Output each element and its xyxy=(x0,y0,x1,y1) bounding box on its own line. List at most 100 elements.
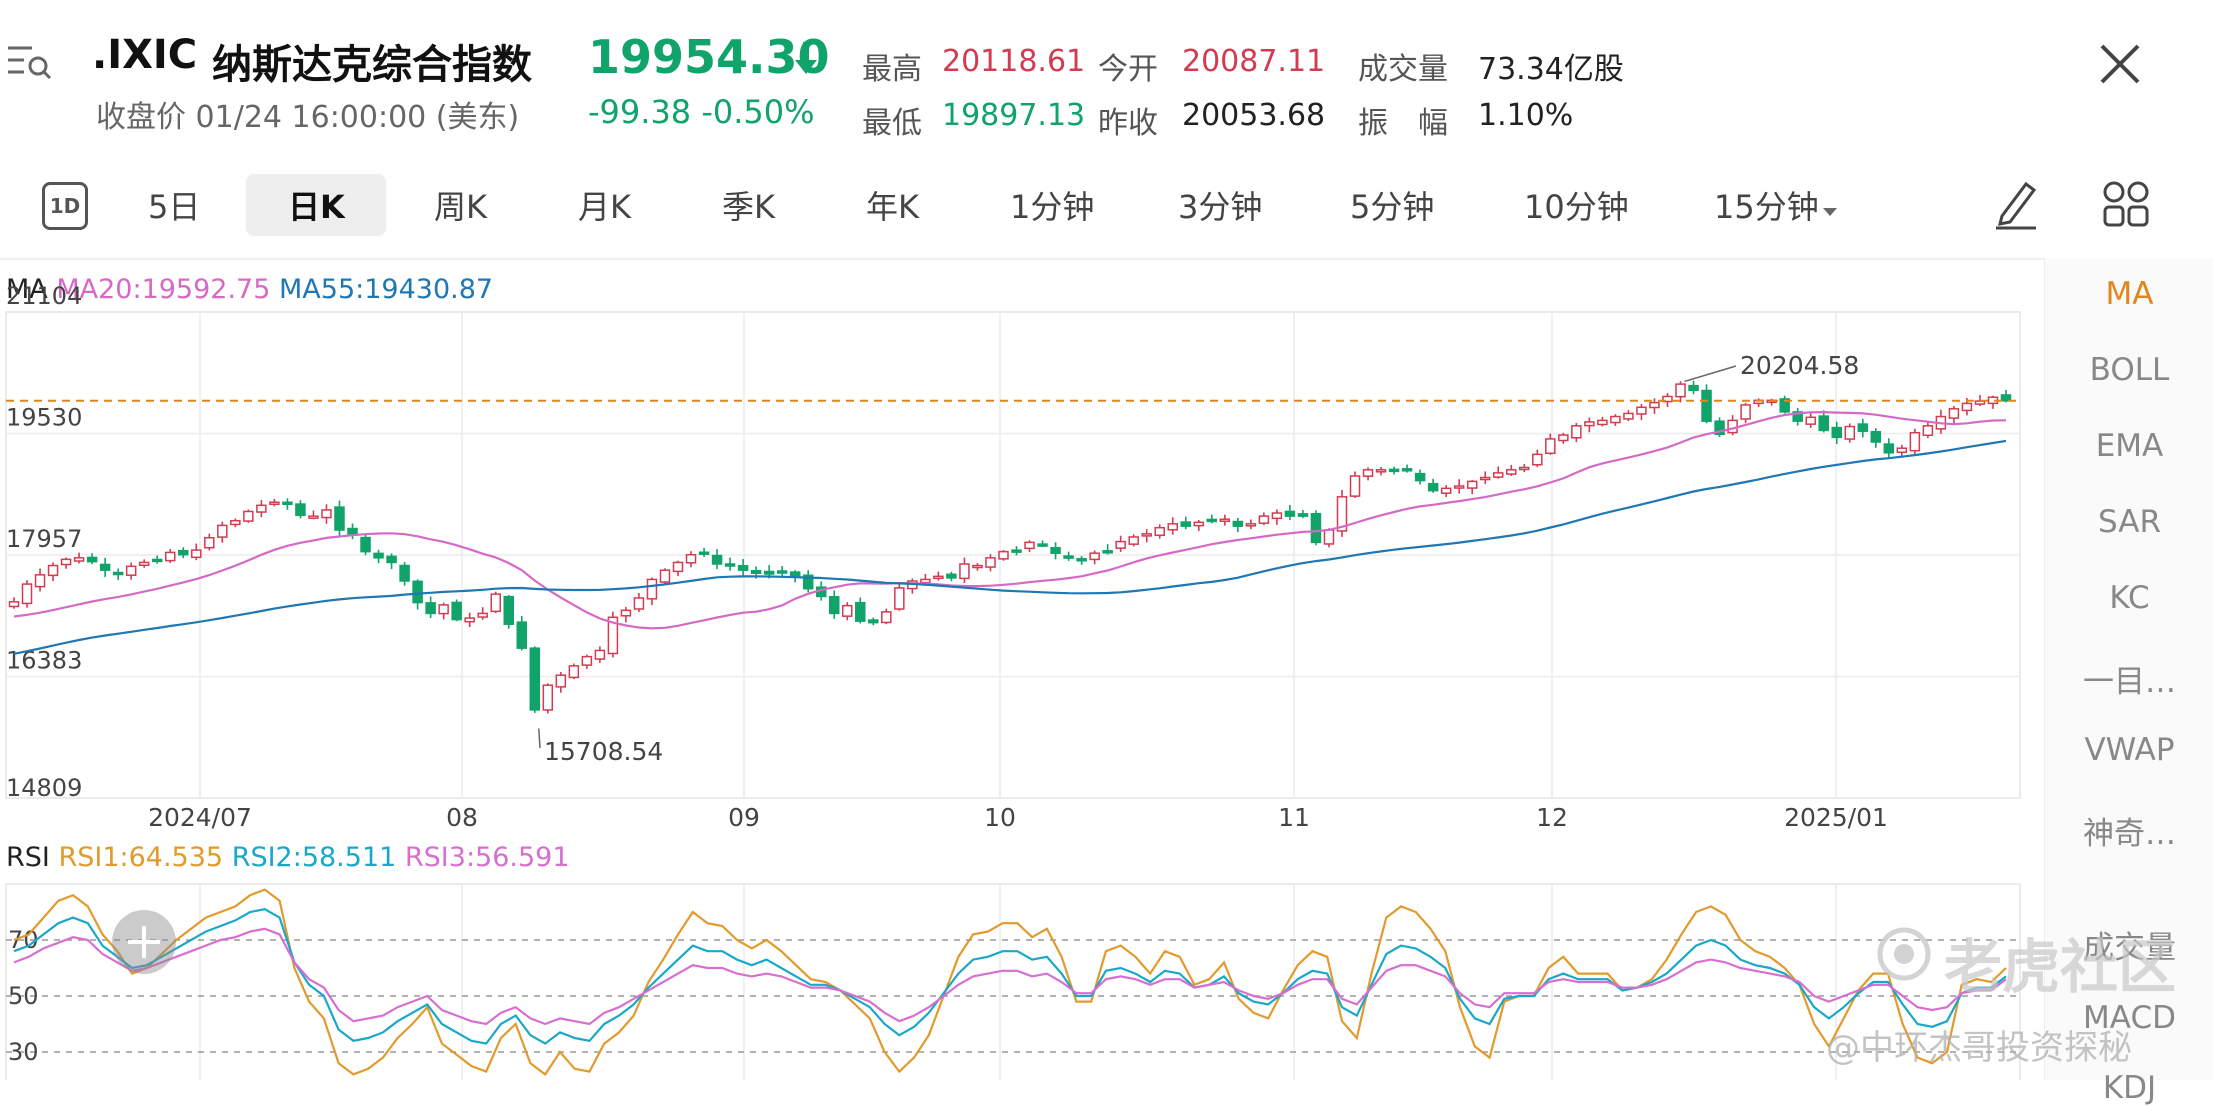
tab-quarterly-k[interactable]: 季K xyxy=(722,188,775,226)
close-icon[interactable] xyxy=(2096,40,2144,88)
candle-up xyxy=(1506,469,1517,475)
candle-up xyxy=(1323,529,1335,545)
indicator-volume[interactable]: 成交量 xyxy=(2083,930,2176,966)
candle-down xyxy=(1779,398,1790,413)
last-price: 19954.30 xyxy=(588,30,830,84)
tab-15min[interactable]: 15分钟 xyxy=(1714,188,1819,226)
tab-10min[interactable]: 10分钟 xyxy=(1524,188,1629,226)
chevron-down-icon[interactable] xyxy=(1822,202,1838,216)
candle-up xyxy=(1610,415,1621,424)
max-annotation-label: 20204.58 xyxy=(1740,351,1859,380)
candle-down xyxy=(1427,482,1439,492)
candle-down xyxy=(1180,521,1192,527)
tab-1min[interactable]: 1分钟 xyxy=(1010,188,1095,226)
candle-down xyxy=(1818,415,1829,432)
candle-down xyxy=(1401,468,1413,472)
tab-5day[interactable]: 5日 xyxy=(148,188,201,226)
low-label: 最低 xyxy=(862,106,922,141)
candle-down xyxy=(698,551,710,555)
candle-up xyxy=(542,684,554,711)
candle-up xyxy=(1193,521,1205,527)
date-tick-label: 09 xyxy=(728,803,760,832)
tab-daily-k[interactable]: 日K xyxy=(288,188,345,226)
tab-yearly-k[interactable]: 年K xyxy=(866,188,919,226)
indicator-ma[interactable]: MA xyxy=(2105,276,2154,312)
candle-up xyxy=(1167,523,1178,531)
candle-up xyxy=(1922,425,1934,437)
rsi-tick-label: 30 xyxy=(8,1038,39,1066)
tab-5min[interactable]: 5分钟 xyxy=(1350,188,1435,226)
candle-down xyxy=(789,571,801,577)
candle-down xyxy=(347,527,358,536)
indicator-vwap[interactable]: VWAP xyxy=(2084,732,2175,768)
min-annotation-leader xyxy=(538,728,541,749)
candle-up xyxy=(1479,476,1491,481)
watermark-brand: 老虎社区 xyxy=(1944,933,2177,1001)
candle-up xyxy=(1440,487,1452,494)
candle-down xyxy=(282,501,293,506)
add-button[interactable] xyxy=(112,910,176,974)
pen-icon[interactable] xyxy=(1992,176,2040,230)
candle-up xyxy=(1909,431,1921,452)
candle-up xyxy=(204,536,215,549)
date-tick-label: 2024/07 xyxy=(148,803,252,832)
candles-group xyxy=(8,380,2012,714)
indicator-magic[interactable]: 神奇… xyxy=(2083,816,2176,852)
candle-up xyxy=(1844,425,1856,440)
rsi-tick-label: 50 xyxy=(8,982,39,1010)
candle-down xyxy=(1688,384,1699,392)
candle-down xyxy=(1284,510,1296,517)
price-chart[interactable]: 21104 19530 17957 16383 14809 2024/07 08 09 10 11… xyxy=(0,0,2040,1080)
candle-down xyxy=(373,552,384,559)
candle-down xyxy=(711,554,723,565)
indicator-boll[interactable]: BOLL xyxy=(2089,352,2170,388)
candle-down xyxy=(151,558,163,563)
indicator-ichimoku[interactable]: 一目… xyxy=(2083,664,2176,700)
high-label: 最高 xyxy=(862,52,922,87)
candle-down xyxy=(425,602,436,615)
candle-up xyxy=(1141,533,1152,537)
candle-down xyxy=(1701,389,1712,422)
indicator-sar[interactable]: SAR xyxy=(2098,504,2161,540)
candle-up xyxy=(1245,523,1257,527)
tab-monthly-k[interactable]: 月K xyxy=(578,188,631,226)
price-change: -99.38 -0.50% xyxy=(588,93,815,131)
indicator-panel: MA BOLL EMA SAR KC 一目… VWAP 神奇… 成交量 MACD… xyxy=(2044,258,2213,1106)
date-tick-label: 12 xyxy=(1536,803,1568,832)
volume-value: 73.34亿股 xyxy=(1478,52,1624,87)
tab-3min[interactable]: 3分钟 xyxy=(1178,188,1263,226)
candle-up xyxy=(1545,438,1556,454)
indicator-macd[interactable]: MACD xyxy=(2083,1000,2176,1036)
candle-up xyxy=(581,655,593,666)
candle-up xyxy=(34,574,46,588)
candle-up xyxy=(125,565,137,576)
candle-up xyxy=(646,578,658,600)
header-divider xyxy=(0,258,2213,260)
indicator-ema[interactable]: EMA xyxy=(2095,428,2164,464)
amplitude-value: 1.10% xyxy=(1478,98,1574,133)
candle-up xyxy=(1336,496,1348,532)
candle-up xyxy=(1375,469,1387,473)
candle-up xyxy=(920,578,931,584)
candle-up xyxy=(438,604,449,615)
volume-label: 成交量 xyxy=(1358,52,1448,87)
tab-1d[interactable]: 1D xyxy=(42,182,88,230)
candle-down xyxy=(99,563,111,571)
grid-icon[interactable] xyxy=(2102,180,2150,228)
candle-up xyxy=(1089,552,1100,561)
candle-down xyxy=(295,503,306,517)
candle-down xyxy=(1792,411,1803,422)
date-tick-label: 10 xyxy=(984,803,1016,832)
rsi2-legend: RSI2:58.511 xyxy=(231,842,397,873)
candle-up xyxy=(1219,518,1231,522)
indicator-kc[interactable]: KC xyxy=(2109,580,2150,616)
rsi3-line xyxy=(13,927,2007,1026)
candle-up xyxy=(1662,395,1673,403)
menu-icon[interactable] xyxy=(4,38,52,86)
tab-weekly-k[interactable]: 周K xyxy=(434,188,487,226)
indicator-kdj[interactable]: KDJ xyxy=(2102,1070,2157,1106)
candle-up xyxy=(1649,401,1660,409)
ticker-symbol: .IXIC xyxy=(92,32,198,78)
candle-down xyxy=(1206,518,1218,523)
candle-down xyxy=(516,621,528,649)
